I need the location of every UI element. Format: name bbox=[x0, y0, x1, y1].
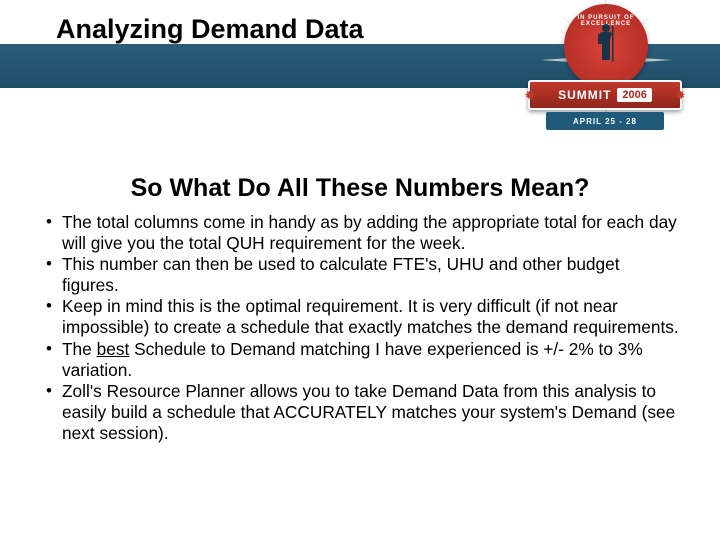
list-item: Keep in mind this is the optimal require… bbox=[46, 296, 680, 338]
content-subtitle: So What Do All These Numbers Mean? bbox=[0, 174, 720, 203]
list-item: The best Schedule to Demand matching I h… bbox=[46, 339, 680, 381]
list-item: This number can then be used to calculat… bbox=[46, 254, 680, 296]
list-item: The total columns come in handy as by ad… bbox=[46, 212, 680, 254]
underlined-text: best bbox=[97, 339, 130, 359]
summit-word: SUMMIT bbox=[558, 88, 611, 102]
bullet-list: The total columns come in handy as by ad… bbox=[46, 212, 680, 444]
maple-leaf-icon bbox=[524, 88, 536, 100]
badge-circle: IN PURSUIT OF EXCELLENCE bbox=[564, 4, 648, 88]
date-ribbon: APRIL 25 - 28 bbox=[546, 112, 664, 130]
list-item: Zoll's Resource Planner allows you to ta… bbox=[46, 381, 680, 444]
date-text: APRIL 25 - 28 bbox=[573, 117, 637, 126]
summit-year: 2006 bbox=[617, 88, 651, 102]
maple-leaf-icon bbox=[674, 88, 686, 100]
hiker-icon bbox=[592, 22, 620, 66]
event-logo: IN PURSUIT OF EXCELLENCE SUMMIT 2006 bbox=[528, 0, 682, 158]
summit-bar: SUMMIT 2006 bbox=[528, 80, 682, 110]
slide-title: Analyzing Demand Data bbox=[56, 14, 364, 45]
